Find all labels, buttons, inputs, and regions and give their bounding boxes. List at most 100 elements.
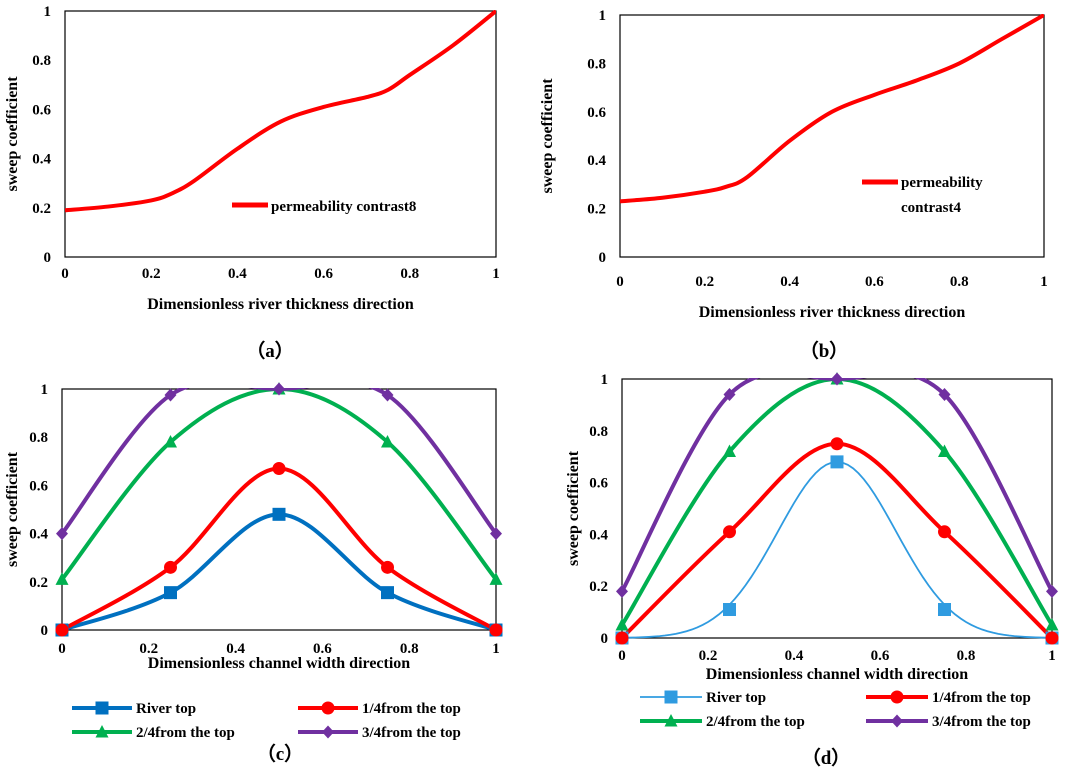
legend-marker [891,714,903,728]
series-line [620,14,1044,204]
data-point-marker [830,437,844,451]
x-tick-label: 0.6 [865,274,884,290]
x-tick-label: 0.2 [695,274,714,290]
y-tick-label: 0 [601,631,609,647]
data-point-marker [723,603,736,617]
legend-label: 2/4from the top [136,725,235,741]
series-line [62,388,496,581]
plot-area [65,10,496,213]
data-point-marker [489,623,503,637]
y-tick-label: 0.8 [29,430,48,446]
series-markers-3 [616,372,1058,598]
plot-frame [619,14,1045,258]
plot-frame [64,10,497,258]
legend-label: contrast4 [901,200,961,216]
series-line [622,441,1052,639]
y-tick-label: 0.8 [32,53,51,69]
series-markers-0 [615,455,1059,645]
data-point-marker [615,631,629,645]
x-axis-label: Dimensionless channel width direction [706,666,969,683]
series-0 [62,512,496,631]
x-tick-label: 0.6 [871,648,890,664]
x-tick-label: 0 [58,641,66,657]
figure-caption: （b） [800,339,849,362]
series-1 [622,441,1052,639]
data-point-marker [723,388,736,402]
data-point-marker [381,435,394,448]
x-tick-label: 1 [492,641,500,657]
chart-c: 0 0.2 0.4 0.6 0.8 1 0 0.2 0.4 0.6 0.8 1 Dimensionles… [4,382,503,765]
plot-area [620,14,1044,204]
series-markers-3 [56,382,502,541]
data-point-marker [381,388,394,402]
x-tick-label: 0 [61,266,69,282]
data-point-marker [723,525,736,539]
series-line [65,10,496,213]
data-point-marker [164,560,177,574]
series-markers-2 [55,382,503,585]
x-tick-label: 1 [1040,274,1048,290]
x-tick-label: 0 [618,648,626,664]
data-point-marker [273,382,285,396]
y-tick-label: 1 [44,4,52,20]
x-axis-label: Dimensionless river thickness direction [699,304,966,321]
series-2 [62,388,496,581]
y-tick-label: 0 [41,623,49,639]
figure-caption: （c） [257,742,303,765]
x-tick-label: 0.4 [780,274,799,290]
x-axis-label: Dimensionless channel width direction [148,655,411,672]
legend-label: 1/4from the top [932,690,1031,706]
x-tick-label: 0.2 [139,641,158,657]
y-tick-label: 0.2 [589,579,608,595]
legend-marker [95,725,109,738]
legend-label: River top [136,701,196,717]
data-point-marker [830,455,844,469]
data-point-marker [164,435,177,448]
y-tick-label: 0.6 [29,478,48,494]
data-point-marker [164,586,177,600]
x-tick-label: 1 [492,266,500,282]
data-point-marker [616,584,628,598]
legend-marker [664,714,678,727]
series-line [622,378,1052,627]
data-point-marker [55,623,69,637]
legend-marker [890,690,904,704]
x-tick-label: 0 [616,274,624,290]
legend-label: 3/4from the top [932,714,1031,730]
y-tick-label: 0.4 [32,152,51,168]
data-point-marker [55,572,69,585]
data-point-marker [272,462,286,476]
data-point-marker [938,388,951,402]
series-0 [622,460,1052,639]
y-tick-label: 0 [44,250,52,266]
legend: River top 1/4from the top 2/4from the top 3… [640,690,1031,730]
y-axis-label: sweep coefficient [4,76,21,192]
chart-a: 0 0.2 0.4 0.6 0.8 1 0 0.2 0.4 0.6 0.8 1 Dimensionles… [4,4,500,362]
legend-marker [664,690,678,704]
data-point-marker [1045,631,1059,645]
figure-caption: （a） [246,339,294,362]
data-point-marker [489,572,503,585]
legend-label: permeability contrast8 [271,199,416,215]
y-tick-label: 1 [599,8,607,24]
data-point-marker [1046,584,1058,598]
legend-label: permeability [901,175,983,191]
y-tick-label: 0.4 [589,527,608,543]
series-markers-1 [55,462,503,637]
y-axis-label: sweep coefficient [565,450,582,566]
legend-label: 2/4from the top [706,714,805,730]
series-2 [622,378,1052,627]
x-tick-label: 1 [1048,648,1056,664]
y-tick-label: 0.4 [29,527,48,543]
data-point-marker [615,618,629,631]
series-markers-0 [55,507,503,637]
series-line [622,378,1052,593]
x-tick-label: 0.4 [785,648,804,664]
figure-caption: （d） [802,746,851,769]
chart-d: 0 0.2 0.4 0.6 0.8 1 0 0.2 0.4 0.6 0.8 1 Dimensionles… [565,372,1059,769]
data-point-marker [938,525,951,539]
data-point-marker [723,444,736,458]
data-point-marker [381,586,394,600]
legend-label: River top [706,690,766,706]
series-line [622,460,1052,639]
